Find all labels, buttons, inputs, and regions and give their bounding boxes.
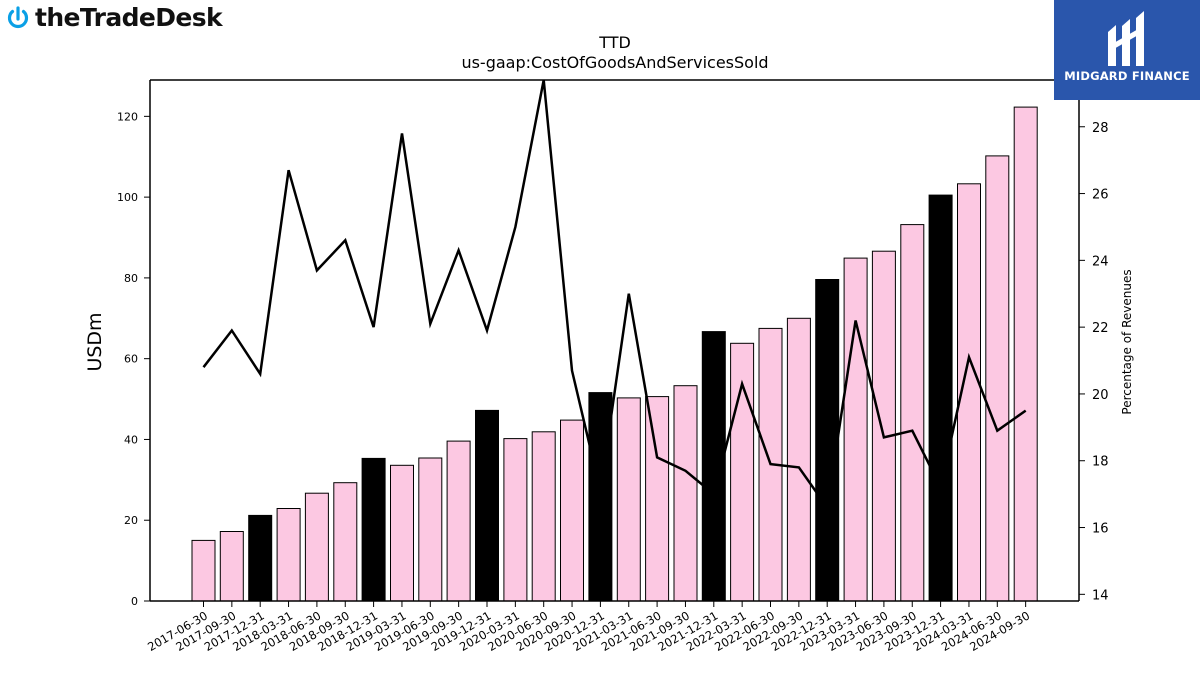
bar-2023-06-30 bbox=[871, 250, 896, 602]
y-tick-label-20: 20 bbox=[124, 514, 138, 527]
bar-2020-03-31 bbox=[503, 438, 528, 602]
y2-tick-label-24: 24 bbox=[1092, 254, 1109, 269]
chart-title: TTD bbox=[598, 33, 631, 52]
bar-2019-09-30 bbox=[446, 440, 471, 602]
bar-2021-09-30 bbox=[673, 385, 698, 602]
bar-2022-12-31 bbox=[815, 279, 840, 602]
midgard-finance-logo-text: MIDGARD FINANCE bbox=[1064, 69, 1190, 83]
bar-2023-12-31 bbox=[928, 194, 953, 602]
bar-2019-06-30 bbox=[418, 457, 443, 602]
bar-2018-12-31 bbox=[361, 457, 386, 602]
bar-2021-03-31 bbox=[616, 397, 641, 602]
bar-2017-06-30 bbox=[191, 539, 216, 602]
y2-tick-label-16: 16 bbox=[1092, 522, 1109, 537]
y2-tick-label-20: 20 bbox=[1092, 388, 1109, 403]
bar-2018-03-31 bbox=[276, 508, 301, 602]
y2-tick-label-14: 14 bbox=[1092, 588, 1109, 603]
y2-tick-label-22: 22 bbox=[1092, 321, 1109, 336]
trade-desk-logo: theTradeDesk bbox=[5, 3, 223, 32]
y2-axis-label: Percentage of Revenues bbox=[1120, 269, 1134, 414]
y-tick-label-80: 80 bbox=[124, 272, 138, 285]
midgard-finance-logo: MIDGARD FINANCE bbox=[1054, 0, 1200, 100]
y-tick-label-40: 40 bbox=[124, 433, 138, 446]
bar-2018-09-30 bbox=[333, 482, 358, 602]
bar-2021-06-30 bbox=[645, 396, 670, 602]
midgard-mark-icon bbox=[1108, 11, 1144, 66]
bar-2017-12-31 bbox=[248, 514, 273, 602]
trade-desk-logo-text: theTradeDesk bbox=[35, 3, 223, 32]
bar-2018-06-30 bbox=[304, 492, 329, 602]
percentage-line bbox=[202, 79, 1027, 511]
bar-2023-03-31 bbox=[843, 257, 868, 602]
y-tick-label-100: 100 bbox=[117, 191, 138, 204]
bar-2017-09-30 bbox=[219, 531, 244, 602]
y-tick-label-120: 120 bbox=[117, 110, 138, 123]
y2-tick-label-26: 26 bbox=[1092, 188, 1109, 203]
bar-2019-03-31 bbox=[390, 464, 414, 602]
bar-2020-09-30 bbox=[560, 419, 584, 602]
y-axis-label: USDm bbox=[84, 312, 106, 371]
bar-2023-09-30 bbox=[900, 224, 925, 602]
y-tick-label-0: 0 bbox=[131, 595, 138, 608]
bar-2022-09-30 bbox=[786, 317, 811, 602]
bar-2024-06-30 bbox=[985, 155, 1010, 602]
bar-2024-09-30 bbox=[1013, 106, 1038, 602]
bar-2020-06-30 bbox=[531, 431, 556, 602]
chart-subtitle: us-gaap:CostOfGoodsAndServicesSold bbox=[461, 53, 768, 72]
y2-tick-label-28: 28 bbox=[1092, 121, 1109, 136]
y-tick-label-60: 60 bbox=[124, 353, 138, 366]
power-icon bbox=[7, 5, 29, 28]
bar-2020-12-31 bbox=[588, 392, 613, 602]
bar-2019-12-31 bbox=[475, 409, 499, 602]
y2-tick-label-18: 18 bbox=[1092, 455, 1109, 470]
